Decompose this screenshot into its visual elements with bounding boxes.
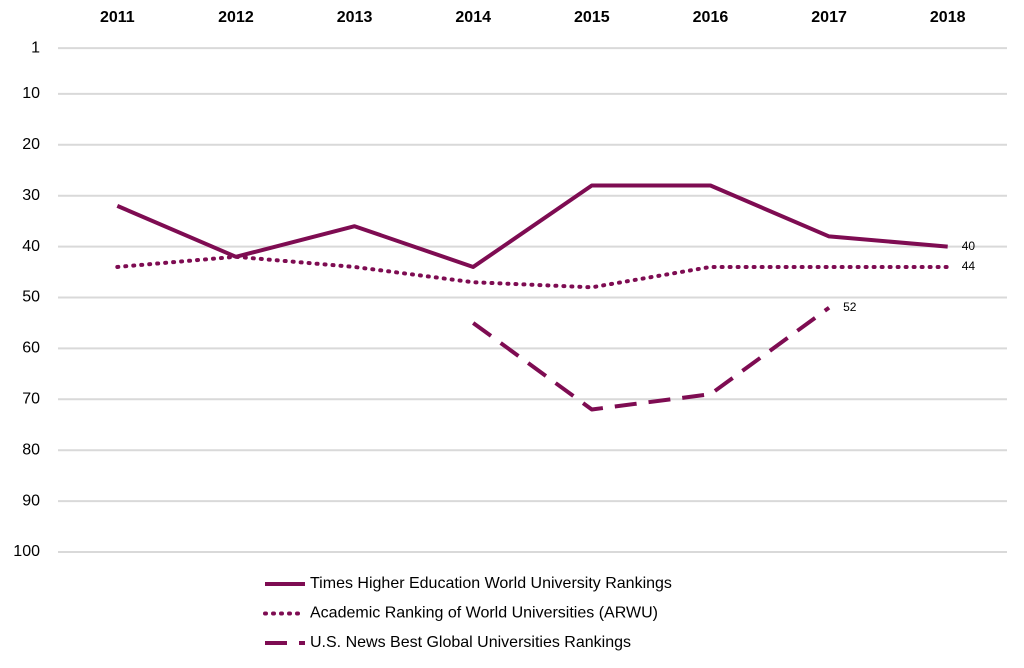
x-tick-label: 2013	[337, 9, 373, 26]
y-tick-label: 90	[22, 492, 40, 509]
x-tick-label: 2016	[693, 9, 729, 26]
legend-label: Academic Ranking of World Universities (…	[310, 605, 658, 622]
data-label: 40	[962, 239, 976, 253]
y-tick-label: 70	[22, 391, 40, 408]
x-tick-label: 2017	[811, 9, 847, 26]
x-tick-label: 2015	[574, 9, 610, 26]
x-tick-label: 2011	[100, 9, 135, 26]
y-tick-label: 10	[22, 85, 40, 102]
y-tick-label: 100	[13, 543, 40, 560]
series-line	[472, 306, 831, 412]
data-label: 52	[843, 300, 857, 314]
x-tick-label: 2014	[455, 9, 491, 26]
legend-label: U.S. News Best Global Universities Ranki…	[310, 634, 631, 651]
series-line	[115, 254, 950, 290]
y-tick-label: 40	[22, 238, 40, 255]
y-tick-label: 20	[22, 136, 40, 153]
series-line	[116, 183, 948, 269]
y-tick-label: 80	[22, 441, 40, 458]
x-tick-label: 2012	[218, 9, 254, 26]
y-tick-label: 60	[22, 340, 40, 357]
legend-label: Times Higher Education World University …	[310, 575, 672, 592]
y-tick-label: 50	[22, 289, 40, 306]
data-label: 44	[962, 259, 976, 273]
y-tick-label: 1	[31, 39, 40, 56]
x-tick-label: 2018	[930, 9, 966, 26]
y-tick-label: 30	[22, 187, 40, 204]
